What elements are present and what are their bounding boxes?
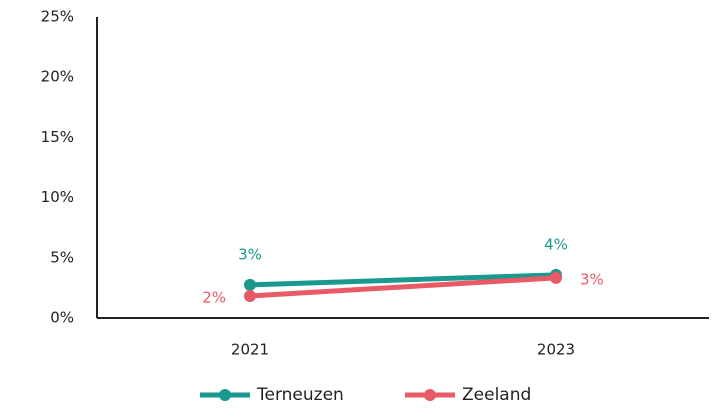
data-label: 2%	[202, 288, 226, 306]
legend-label: Zeeland	[462, 385, 531, 405]
point	[244, 289, 256, 302]
data-label: 3%	[580, 270, 604, 288]
point	[550, 271, 562, 284]
legend-marker	[424, 389, 436, 401]
x-tick-label: 2023	[537, 341, 575, 359]
series-line	[249, 275, 557, 299]
y-tick-label: 20%	[41, 68, 74, 86]
series-line	[249, 272, 557, 288]
y-tick-label: 5%	[50, 248, 74, 266]
data-label: 3%	[238, 245, 262, 263]
y-tick-label: 15%	[41, 128, 74, 146]
y-tick-label: 10%	[41, 188, 74, 206]
y-tick-label: 0%	[50, 309, 74, 327]
legend-label: Terneuzen	[256, 385, 344, 405]
point	[244, 278, 256, 291]
y-tick-label: 25%	[41, 8, 74, 26]
x-tick-label: 2021	[231, 341, 269, 359]
legend-marker	[219, 389, 231, 401]
data-label: 4%	[544, 235, 568, 253]
